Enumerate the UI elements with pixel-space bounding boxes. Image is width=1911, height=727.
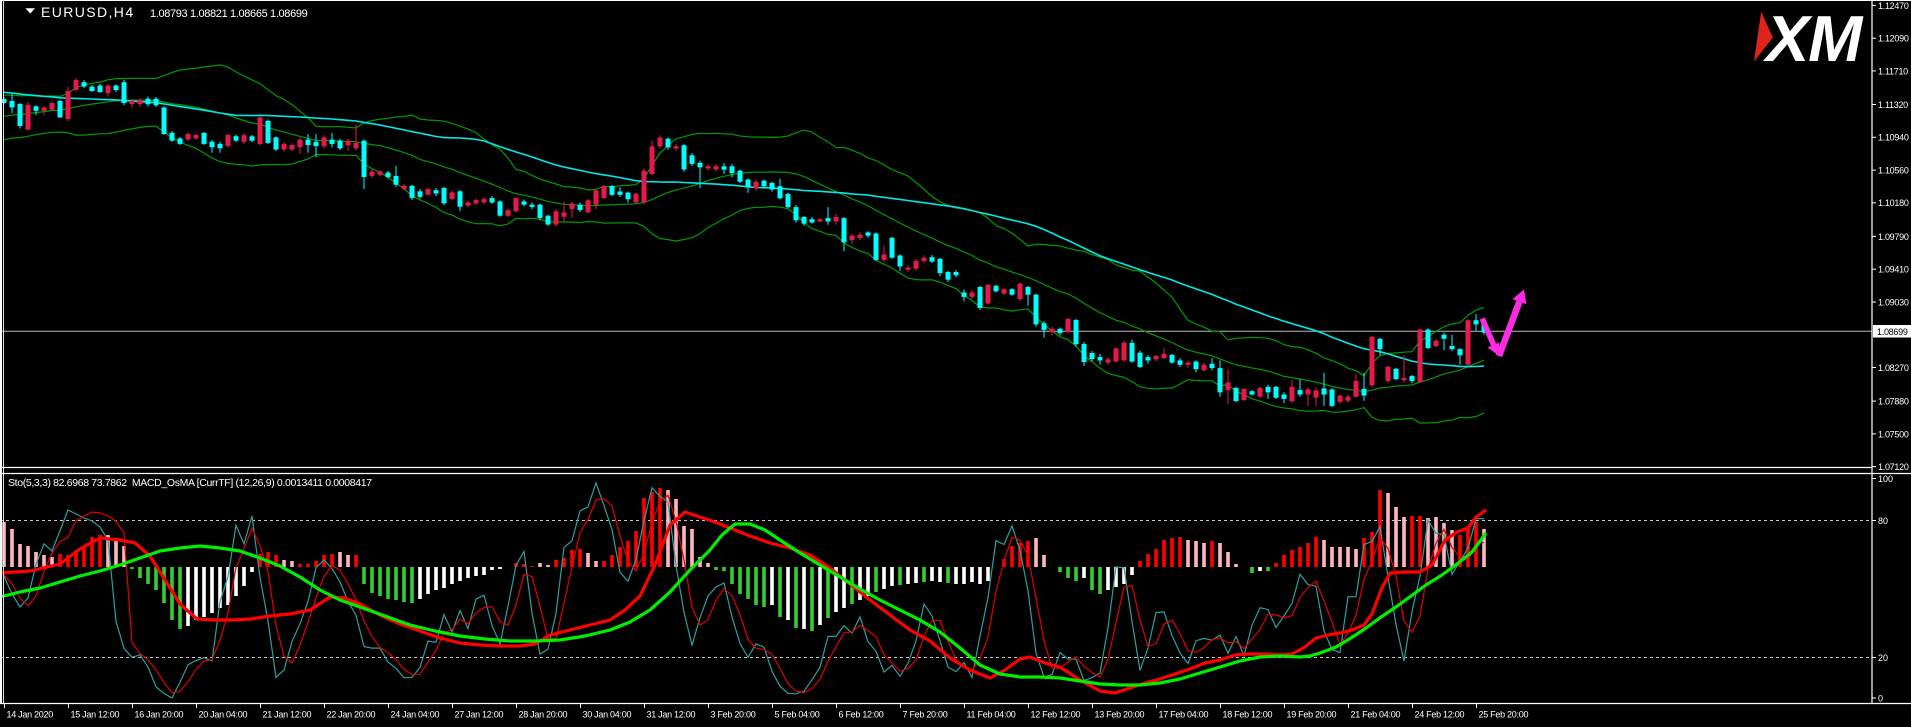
svg-text:31 Jan 12:00: 31 Jan 12:00 xyxy=(647,710,696,720)
svg-text:22 Jan 20:00: 22 Jan 20:00 xyxy=(327,710,376,720)
svg-text:19 Feb 20:00: 19 Feb 20:00 xyxy=(1287,710,1337,720)
svg-text:5 Feb 04:00: 5 Feb 04:00 xyxy=(775,710,820,720)
svg-text:1.08270: 1.08270 xyxy=(1878,363,1909,373)
svg-text:20 Jan 04:00: 20 Jan 04:00 xyxy=(199,710,248,720)
svg-text:21 Jan 12:00: 21 Jan 12:00 xyxy=(263,710,312,720)
svg-text:1.12090: 1.12090 xyxy=(1878,34,1909,44)
svg-text:0: 0 xyxy=(1878,693,1883,703)
svg-text:13 Feb 20:00: 13 Feb 20:00 xyxy=(1095,710,1145,720)
svg-text:18 Feb 12:00: 18 Feb 12:00 xyxy=(1223,710,1273,720)
svg-text:1.09790: 1.09790 xyxy=(1878,232,1909,242)
svg-text:Sto(5,3,3) 82.6968 73.7862 MA: Sto(5,3,3) 82.6968 73.7862 MACD_OsMA [Cu… xyxy=(8,477,372,489)
svg-text:80: 80 xyxy=(1878,516,1888,526)
svg-text:12 Feb 12:00: 12 Feb 12:00 xyxy=(1031,710,1081,720)
svg-text:30 Jan 04:00: 30 Jan 04:00 xyxy=(583,710,632,720)
svg-text:1.07120: 1.07120 xyxy=(1878,462,1909,472)
svg-text:27 Jan 12:00: 27 Jan 12:00 xyxy=(455,710,504,720)
svg-text:28 Jan 20:00: 28 Jan 20:00 xyxy=(519,710,568,720)
svg-text:1.07500: 1.07500 xyxy=(1878,429,1909,439)
svg-text:1.07880: 1.07880 xyxy=(1878,397,1909,407)
svg-text:24 Feb 12:00: 24 Feb 12:00 xyxy=(1415,710,1465,720)
svg-text:1.09410: 1.09410 xyxy=(1878,265,1909,275)
svg-text:100: 100 xyxy=(1878,474,1893,484)
svg-text:1.10180: 1.10180 xyxy=(1878,198,1909,208)
svg-text:1.10560: 1.10560 xyxy=(1878,166,1909,176)
svg-text:1.08699: 1.08699 xyxy=(1877,327,1908,337)
svg-text:11 Feb 04:00: 11 Feb 04:00 xyxy=(967,710,1016,720)
svg-text:16 Jan 20:00: 16 Jan 20:00 xyxy=(135,710,184,720)
svg-text:25 Feb 20:00: 25 Feb 20:00 xyxy=(1479,710,1529,720)
svg-text:1.08793 1.08821 1.08665 1.0869: 1.08793 1.08821 1.08665 1.08699 xyxy=(150,8,308,20)
svg-text:1.09030: 1.09030 xyxy=(1878,297,1909,307)
svg-text:24 Jan 04:00: 24 Jan 04:00 xyxy=(391,710,440,720)
svg-text:EURUSD,H4: EURUSD,H4 xyxy=(41,4,135,20)
svg-text:21 Feb 04:00: 21 Feb 04:00 xyxy=(1351,710,1401,720)
svg-text:17 Feb 04:00: 17 Feb 04:00 xyxy=(1159,710,1209,720)
svg-text:1.10940: 1.10940 xyxy=(1878,133,1909,143)
svg-text:1.12470: 1.12470 xyxy=(1878,1,1909,11)
svg-text:XM: XM xyxy=(1763,2,1864,75)
svg-text:1.11710: 1.11710 xyxy=(1878,66,1908,76)
svg-text:20: 20 xyxy=(1878,653,1888,663)
svg-text:6 Feb 12:00: 6 Feb 12:00 xyxy=(839,710,884,720)
svg-text:1.11320: 1.11320 xyxy=(1878,100,1908,110)
svg-text:14 Jan 2020: 14 Jan 2020 xyxy=(7,710,54,720)
svg-text:15 Jan 12:00: 15 Jan 12:00 xyxy=(71,710,120,720)
svg-text:3 Feb 20:00: 3 Feb 20:00 xyxy=(711,710,756,720)
svg-text:7 Feb 20:00: 7 Feb 20:00 xyxy=(903,710,948,720)
